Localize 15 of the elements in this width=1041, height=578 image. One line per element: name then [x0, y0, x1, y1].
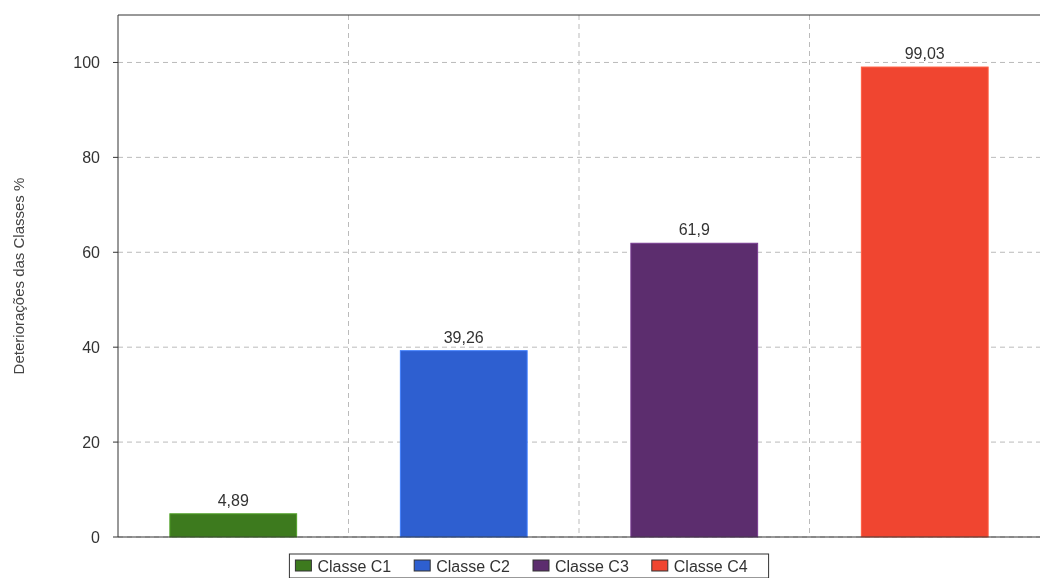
data-label: 61,9	[678, 221, 710, 239]
y-tick-label: 20	[82, 433, 101, 451]
y-tick-label: 80	[82, 148, 101, 166]
legend-label: Classe C1	[317, 557, 392, 575]
data-label: 4,89	[217, 491, 249, 509]
data-label: 39,26	[443, 328, 484, 346]
legend-label: Classe C2	[436, 557, 511, 575]
legend-label: Classe C4	[673, 557, 748, 575]
y-tick-label: 60	[82, 243, 101, 261]
y-tick-label: 40	[82, 338, 101, 356]
legend-label: Classe C3	[555, 557, 629, 575]
y-axis-title: Deteriorações das Classes %	[10, 177, 27, 375]
y-tick-label: 100	[73, 54, 101, 72]
data-label: 99,03	[904, 45, 945, 63]
y-tick-label: 0	[91, 528, 101, 546]
